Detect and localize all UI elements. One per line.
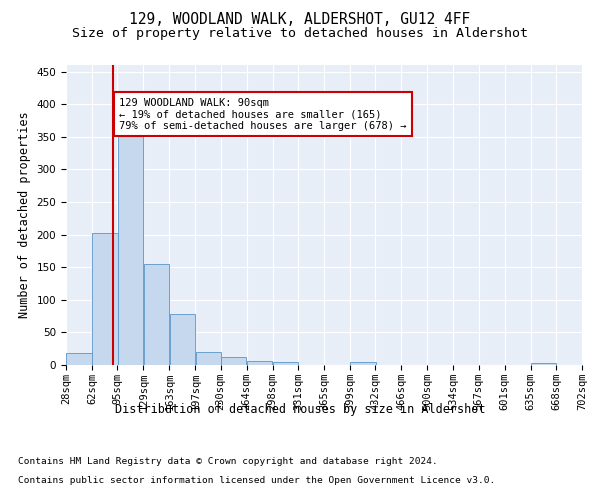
Bar <box>531 363 556 365</box>
Text: Contains HM Land Registry data © Crown copyright and database right 2024.: Contains HM Land Registry data © Crown c… <box>18 458 438 466</box>
Bar <box>170 314 195 365</box>
Bar <box>350 362 376 365</box>
Text: 129 WOODLAND WALK: 90sqm
← 19% of detached houses are smaller (165)
79% of semi-: 129 WOODLAND WALK: 90sqm ← 19% of detach… <box>119 98 406 131</box>
Text: Size of property relative to detached houses in Aldershot: Size of property relative to detached ho… <box>72 28 528 40</box>
Bar <box>273 362 298 365</box>
Y-axis label: Number of detached properties: Number of detached properties <box>18 112 31 318</box>
Bar <box>221 356 247 365</box>
Text: 129, WOODLAND WALK, ALDERSHOT, GU12 4FF: 129, WOODLAND WALK, ALDERSHOT, GU12 4FF <box>130 12 470 28</box>
Bar <box>247 361 272 365</box>
Text: Contains public sector information licensed under the Open Government Licence v3: Contains public sector information licen… <box>18 476 495 485</box>
Bar <box>118 125 143 365</box>
Bar <box>143 264 169 365</box>
Bar <box>196 352 221 365</box>
Text: Distribution of detached houses by size in Aldershot: Distribution of detached houses by size … <box>115 402 485 415</box>
Bar <box>92 234 118 365</box>
Bar <box>67 354 92 365</box>
